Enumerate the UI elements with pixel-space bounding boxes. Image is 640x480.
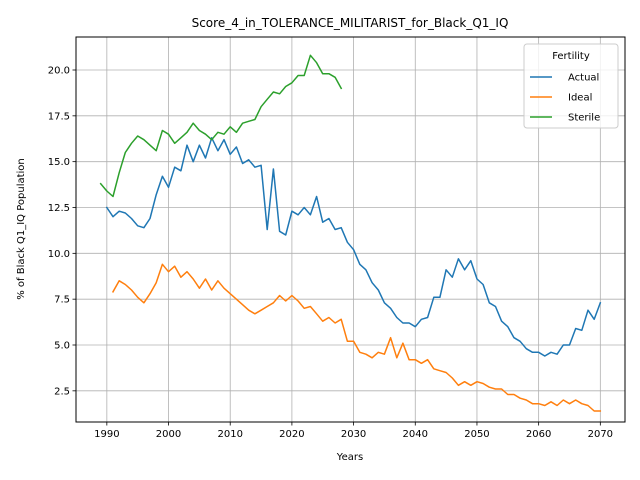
plot-frame bbox=[75, 36, 626, 423]
x-tick-label: 2030 bbox=[341, 429, 366, 440]
x-tick-label: 2050 bbox=[464, 429, 489, 440]
x-axis-label: Years bbox=[336, 452, 363, 463]
y-tick-label: 17.5 bbox=[48, 111, 70, 122]
x-tick-label: 2040 bbox=[403, 429, 428, 440]
legend-title: Fertility bbox=[552, 51, 590, 62]
y-axis-label: % of Black Q1_IQ Population bbox=[16, 158, 27, 300]
legend-label-sterile: Sterile bbox=[568, 113, 600, 124]
legend-label-actual: Actual bbox=[568, 73, 599, 84]
y-tick-label: 2.5 bbox=[54, 386, 70, 397]
x-tick-label: 2020 bbox=[279, 429, 304, 440]
y-tick-label: 20.0 bbox=[48, 66, 70, 77]
x-tick-label: 2070 bbox=[588, 429, 613, 440]
legend-box bbox=[523, 43, 619, 129]
series-line-actual bbox=[105, 137, 602, 357]
y-tick-label: 5.0 bbox=[54, 341, 70, 352]
legend-label-ideal: Ideal bbox=[568, 93, 592, 104]
series-line-sterile bbox=[99, 54, 343, 198]
chart-title: Score_4_in_TOLERANCE_MILITARIST_for_Blac… bbox=[192, 16, 509, 30]
legend: Fertility Actual Ideal Sterile bbox=[523, 43, 619, 129]
x-tick-label: 2010 bbox=[217, 429, 242, 440]
y-tick-label: 7.5 bbox=[54, 295, 70, 306]
x-tick-label: 1990 bbox=[94, 429, 119, 440]
x-tick-label: 2060 bbox=[526, 429, 551, 440]
y-tick-label: 15.0 bbox=[48, 157, 70, 168]
series-lines bbox=[99, 54, 602, 412]
y-tick-label: 12.5 bbox=[48, 203, 70, 214]
x-tick-label: 2000 bbox=[156, 429, 181, 440]
x-axis-ticks: 1990 2000 2010 2020 2030 2040 2050 2060 2070 bbox=[94, 422, 613, 440]
legend-items: Actual Ideal Sterile bbox=[530, 73, 600, 124]
series-line-ideal bbox=[111, 263, 602, 412]
y-tick-label: 10.0 bbox=[48, 249, 70, 260]
y-axis-ticks: 2.5 5.0 7.5 10.0 12.5 15.0 17.5 20.0 bbox=[48, 66, 76, 397]
